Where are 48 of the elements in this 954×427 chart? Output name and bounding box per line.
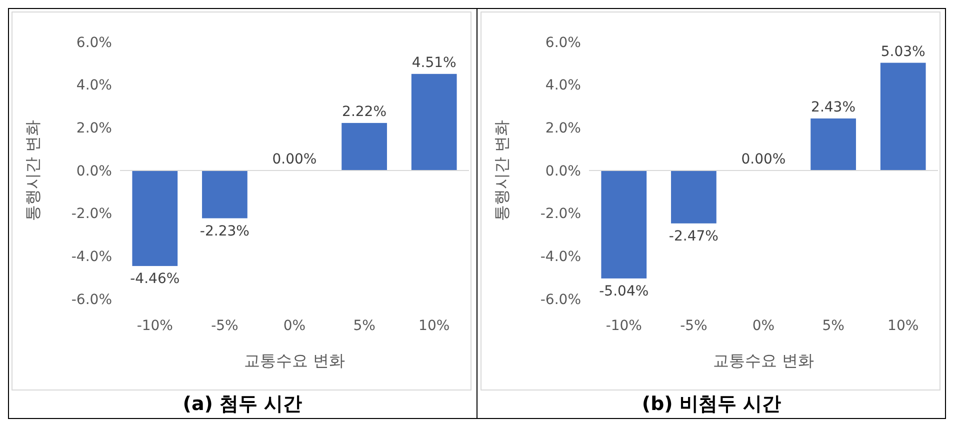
y-tick-label: 6.0% xyxy=(76,34,112,51)
bar xyxy=(671,170,716,224)
bar xyxy=(202,170,248,218)
x-tick-label: 5% xyxy=(353,318,376,334)
y-tick-label: -2.0% xyxy=(71,206,112,222)
data-label: 4.51% xyxy=(412,54,456,71)
y-tick-label: 0.0% xyxy=(545,163,581,180)
y-axis-title: 통행시간 변화 xyxy=(23,120,42,222)
y-tick-label: -6.0% xyxy=(540,292,581,308)
bar xyxy=(880,62,926,170)
y-tick-label: -2.0% xyxy=(540,206,581,222)
bar xyxy=(342,122,387,170)
y-tick-label: -4.0% xyxy=(71,249,112,266)
y-tick-label: 6.0% xyxy=(545,34,581,51)
x-tick-label: 10% xyxy=(888,318,919,334)
data-label: -2.47% xyxy=(668,228,718,244)
y-tick-label: 2.0% xyxy=(76,120,112,137)
bar xyxy=(411,74,457,170)
y-tick-label: -6.0% xyxy=(71,292,112,308)
y-tick-label: 4.0% xyxy=(76,78,112,94)
x-tick-label: 0% xyxy=(283,318,306,334)
x-tick-label: -5% xyxy=(211,318,238,334)
data-label: 0.00% xyxy=(272,152,317,168)
y-axis-title: 통행시간 변화 xyxy=(492,120,511,222)
y-tick-label: 4.0% xyxy=(545,78,581,94)
x-tick-label: -10% xyxy=(136,318,173,334)
x-tick-label: -5% xyxy=(680,318,708,334)
x-tick-label: -10% xyxy=(606,318,642,334)
bar xyxy=(132,170,178,266)
y-tick-label: -4.0% xyxy=(540,249,581,266)
x-tick-label: 0% xyxy=(752,318,775,334)
bar xyxy=(810,118,856,170)
data-label: 2.22% xyxy=(342,104,387,120)
x-tick-label: 5% xyxy=(822,318,844,334)
data-label: 0.00% xyxy=(741,152,786,168)
data-label: -2.23% xyxy=(200,223,250,240)
data-label: 2.43% xyxy=(811,99,856,116)
data-label: 5.03% xyxy=(880,44,926,60)
y-tick-label: 2.0% xyxy=(545,120,581,137)
text: (a) 첨두 시간 xyxy=(182,393,302,415)
text: (b) 비첨두 시간 xyxy=(642,393,782,415)
data-label: -5.04% xyxy=(599,283,649,300)
x-axis-title: 교통수요 변화 xyxy=(712,351,814,370)
y-tick-label: 0.0% xyxy=(76,163,112,180)
x-axis-title: 교통수요 변화 xyxy=(244,351,346,370)
data-label: -4.46% xyxy=(130,271,180,288)
bar xyxy=(601,170,647,278)
x-tick-label: 10% xyxy=(418,318,450,334)
